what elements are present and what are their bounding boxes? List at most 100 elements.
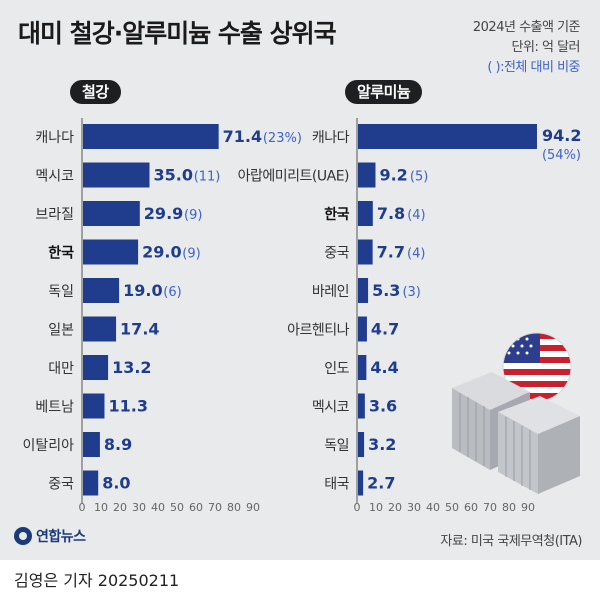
steel-value-label: 11.3 <box>108 397 147 416</box>
aluminum-category-label: 독일 <box>324 438 349 454</box>
aluminum-category-label: 바레인 <box>312 284 349 300</box>
steel-value-label: 35.0 <box>154 166 193 185</box>
steel-tick-label: 40 <box>151 501 165 514</box>
steel-tick-label: 20 <box>113 501 127 514</box>
aluminum-bar <box>358 393 365 419</box>
steel-bar <box>83 278 120 303</box>
steel-category-label: 멕시코 <box>35 169 74 185</box>
steel-label: 철강 <box>70 80 121 104</box>
aluminum-value-label: 3.6 <box>369 397 397 416</box>
steel-category-label: 캐나다 <box>35 130 74 146</box>
steel-value-label: 8.9 <box>104 435 132 454</box>
steel-bar <box>83 316 117 342</box>
aluminum-bar <box>358 432 365 457</box>
steel-bar <box>83 124 219 149</box>
aluminum-bar <box>358 316 367 342</box>
aluminum-tick-label: 80 <box>502 501 516 514</box>
aluminum-chart: 0 10 20 30 40 50 60 70 80 90 캐나다 94.2 (54%) 아랍에미리트(UA… <box>238 118 581 514</box>
aluminum-value-label: 94.2 <box>542 126 581 145</box>
steel-tick-label: 70 <box>208 501 222 514</box>
aluminum-share-label: (3) <box>402 285 420 300</box>
aluminum-category-label: 인도 <box>324 361 349 377</box>
aluminum-tick-label: 20 <box>388 501 402 514</box>
aluminum-category-label: 멕시코 <box>312 400 350 416</box>
steel-bar <box>83 162 150 188</box>
aluminum-tick-label: 10 <box>369 501 383 514</box>
aluminum-tick-label: 70 <box>483 501 497 514</box>
aluminum-tick-label: 40 <box>426 501 440 514</box>
page-title: 대미 철강·알루미늄 수출 상위국 <box>18 19 337 48</box>
steel-value-label: 71.4 <box>223 127 262 146</box>
aluminum-category-label: 캐나다 <box>312 130 350 146</box>
unit-note: 단위: 억 달러 <box>511 40 581 55</box>
aluminum-share-label: (54%) <box>542 148 581 163</box>
steel-share-label: (6) <box>163 285 181 300</box>
steel-category-label: 베트남 <box>35 400 74 416</box>
aluminum-bar <box>358 201 373 226</box>
aluminum-share-label: (4) <box>407 208 425 223</box>
aluminum-category-label: 한국 <box>324 207 349 223</box>
aluminum-tick-label: 50 <box>445 501 459 514</box>
steel-value-label: 29.0 <box>142 243 181 262</box>
aluminum-value-label: 4.7 <box>371 320 399 339</box>
aluminum-category-label: 아르헨티나 <box>287 323 350 339</box>
steel-bar <box>83 470 99 496</box>
aluminum-value-label: 5.3 <box>372 281 400 300</box>
aluminum-bar <box>358 278 369 303</box>
steel-value-label: 19.0 <box>123 281 162 300</box>
aluminum-value-label: 7.7 <box>377 243 405 262</box>
steel-value-label: 17.4 <box>120 320 159 339</box>
aluminum-tick-label: 0 <box>354 501 361 514</box>
steel-value-label: 13.2 <box>112 358 151 377</box>
steel-bar <box>83 393 105 419</box>
steel-category-label: 대만 <box>48 361 74 377</box>
yonhap-logo-icon <box>14 527 32 545</box>
aluminum-bar <box>358 239 373 265</box>
aluminum-share-label: (4) <box>407 247 425 262</box>
aluminum-label: 알루미늄 <box>345 80 423 104</box>
yonhap-logo: 연합뉴스 <box>14 526 86 546</box>
steel-bar <box>83 201 140 226</box>
aluminum-share-label: (5) <box>410 170 428 185</box>
source-note: 자료: 미국 국제무역청(ITA) <box>440 534 582 549</box>
aluminum-value-label: 9.2 <box>379 166 407 185</box>
steel-chart: 0 10 20 30 40 50 60 70 80 90 캐나다 71.4 (23%) 멕시코 35.0 (1… <box>22 118 302 514</box>
aluminum-bar <box>358 355 367 380</box>
aluminum-tick-label: 90 <box>521 501 535 514</box>
steel-category-label: 이탈리아 <box>22 438 74 454</box>
steel-share-label: (23%) <box>263 131 302 146</box>
container-icon <box>452 372 580 494</box>
steel-tick-label: 60 <box>189 501 203 514</box>
aluminum-bar <box>358 124 537 149</box>
aluminum-value-label: 3.2 <box>368 435 396 454</box>
basis-note: 2024년 수출액 기준 <box>472 20 581 35</box>
steel-value-label: 29.9 <box>144 204 183 223</box>
steel-tick-label: 90 <box>246 501 260 514</box>
steel-tick-label: 0 <box>79 501 86 514</box>
aluminum-value-label: 2.7 <box>367 474 395 493</box>
steel-category-label: 브라질 <box>35 207 74 223</box>
steel-bar <box>83 239 139 265</box>
aluminum-tick-label: 30 <box>407 501 421 514</box>
ratio-note: ( ):전체 대비 비중 <box>487 60 580 75</box>
steel-category-label: 일본 <box>48 323 74 339</box>
aluminum-value-label: 7.8 <box>377 204 405 223</box>
steel-category-label: 중국 <box>48 477 74 493</box>
aluminum-tick-label: 60 <box>464 501 478 514</box>
steel-tick-label: 30 <box>132 501 146 514</box>
steel-category-label: 독일 <box>48 284 74 300</box>
steel-share-label: (9) <box>182 247 200 262</box>
aluminum-category-label: 중국 <box>324 246 349 262</box>
steel-tick-label: 80 <box>227 501 241 514</box>
steel-value-label: 8.0 <box>102 474 130 493</box>
steel-bar <box>83 355 109 380</box>
steel-category-label: 한국 <box>48 246 74 262</box>
steel-bar <box>83 432 100 457</box>
charts-svg: 0 10 20 30 40 50 60 70 80 90 캐나다 71.4 (23%) 멕시코 35.0 (1… <box>22 118 581 514</box>
aluminum-category-label: 아랍에미리트(UAE) <box>238 169 349 185</box>
logo-text: 연합뉴스 <box>36 529 86 545</box>
steel-tick-label: 50 <box>170 501 184 514</box>
aluminum-bar <box>358 470 364 496</box>
steel-tick-label: 10 <box>94 501 108 514</box>
